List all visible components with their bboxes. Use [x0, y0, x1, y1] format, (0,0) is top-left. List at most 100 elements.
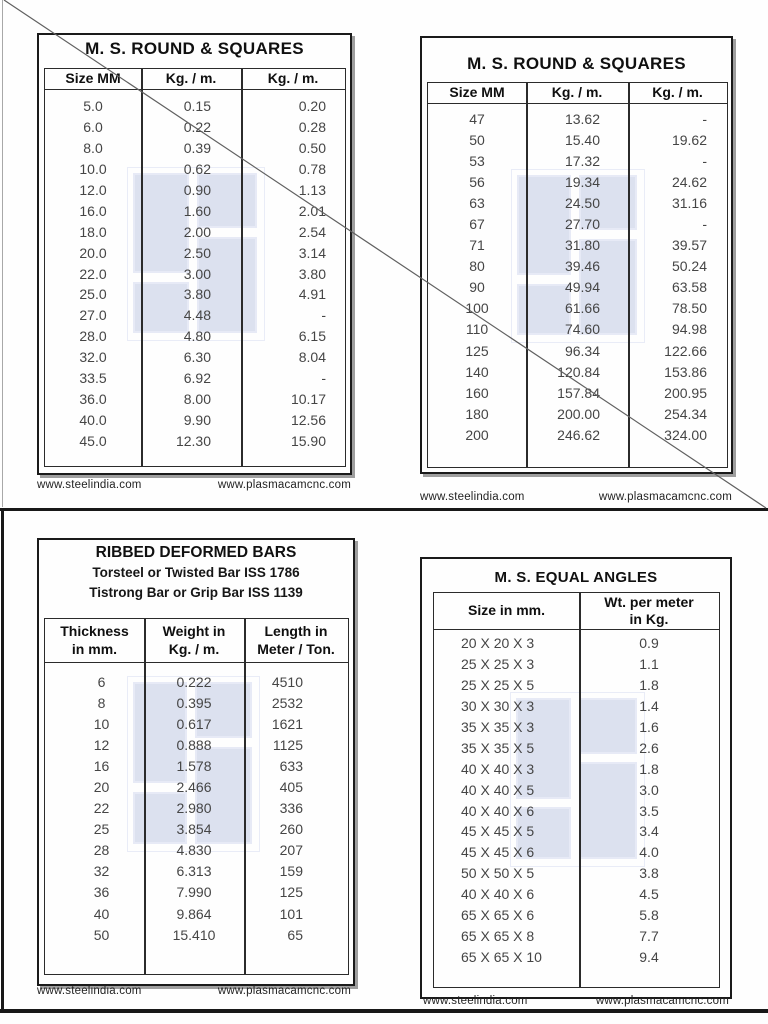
table-cell: 246.62: [557, 426, 600, 443]
column-divider: [628, 83, 630, 467]
steelindia-url: www.steelindia.com: [37, 479, 142, 491]
table-cell: 2.00: [183, 223, 211, 240]
column-header-length: Length in Meter / Ton.: [257, 623, 335, 657]
table-cell: 24.50: [564, 194, 600, 211]
table-cell: 32: [93, 863, 110, 880]
table-row: 25 3.854 260: [45, 819, 348, 840]
table-cell: 78.50: [671, 300, 707, 317]
table-body: 5.0 0.15 0.20 6.0 0.22 0.28 8.0 0.39 0.50 10.0 0.6…: [45, 96, 345, 451]
table-cell: -: [702, 110, 707, 127]
table-cell: 35 X 35 X 3: [461, 719, 535, 735]
table-cell: 0.22: [183, 119, 211, 136]
table-cell: 28: [93, 842, 110, 859]
table-cell: 4.0: [639, 844, 659, 861]
table-cell: 36: [93, 884, 110, 901]
table-row: 100 61.66 78.50: [428, 298, 727, 319]
table-cell: 45 X 45 X 6: [461, 844, 535, 861]
table-title: M. S. ROUND & SQUARES: [85, 39, 304, 58]
table-row: 56 19.34 24.62: [428, 171, 727, 192]
table-row: 45 X 45 X 6 4.0: [434, 842, 719, 863]
table-cell: 125: [465, 342, 489, 359]
table-cell: 1.8: [639, 760, 659, 777]
table-cell: 5.0: [83, 98, 103, 115]
steelindia-url: www.steelindia.com: [420, 491, 525, 503]
table-cell: 36.0: [79, 390, 107, 407]
table-cell: 1.1: [639, 656, 659, 673]
table-cell: 53: [469, 152, 485, 169]
panel-ms-round-squares-right: M. S. ROUND & SQUARES Size MM Kg. / m. K…: [420, 36, 733, 474]
footer-links: www.steelindia.com www.plasmacamcnc.com: [37, 985, 351, 997]
column-header-size: Size MM: [449, 84, 505, 101]
table-row: 160 157.84 200.95: [428, 382, 727, 403]
table-cell: 336: [279, 800, 303, 817]
column-header-kg-per-m-round: Kg. / m.: [165, 70, 217, 87]
table-row: 18.0 2.00 2.54: [45, 221, 345, 242]
table-cell: 16: [93, 757, 110, 774]
table-cell: 0.62: [183, 161, 211, 178]
column-header-kg-per-m-round: Kg. / m.: [551, 84, 603, 101]
table-row: 40.0 9.90 12.56: [45, 409, 345, 430]
table-cell: 3.80: [298, 265, 326, 282]
table-cell: 10.17: [290, 390, 326, 407]
table-row: 40 X 40 X 6 4.5: [434, 884, 719, 905]
table-cell: 65 X 65 X 6: [461, 907, 535, 924]
table-row: 110 74.60 94.98: [428, 319, 727, 340]
table-row: 65 X 65 X 10 9.4: [434, 946, 719, 967]
table-cell: 15.410: [172, 926, 216, 943]
table-cell: 71: [469, 237, 485, 254]
ribbed-bars-table: Thickness in mm. Weight in Kg. / m. Leng…: [44, 618, 349, 975]
column-header-weight: Weight in Kg. / m.: [162, 623, 226, 657]
table-body: 20 X 20 X 3 0.9 25 X 25 X 3 1.1 25 X 25 X 5 1…: [434, 633, 719, 967]
table-cell: 8.00: [183, 390, 211, 407]
table-cell: 3.00: [183, 265, 211, 282]
table-cell: 45 X 45 X 5: [461, 823, 535, 840]
table-cell: 4.80: [183, 328, 211, 345]
table-row: 25 X 25 X 5 1.8: [434, 675, 719, 696]
table-row: 45.0 12.30 15.90: [45, 430, 345, 451]
table-cell: 18.0: [79, 223, 107, 240]
table-cell: 4.5: [639, 886, 659, 903]
table-row: 36 7.990 125: [45, 882, 348, 903]
table-row: 8.0 0.39 0.50: [45, 138, 345, 159]
table-cell: 324.00: [664, 426, 707, 443]
footer-links: www.steelindia.com www.plasmacamcnc.com: [420, 491, 732, 503]
table-cell: 1.8: [639, 677, 659, 694]
table-cell: 6.92: [183, 370, 211, 387]
table-cell: 20.0: [79, 244, 107, 261]
table-row: 50 15.410 65: [45, 924, 348, 945]
table-cell: 1.6: [639, 719, 659, 735]
table-cell: 24.62: [671, 173, 707, 190]
table-cell: 40 X 40 X 3: [461, 760, 535, 777]
table-cell: 100: [465, 300, 489, 317]
plasmacamcnc-url: www.plasmacamcnc.com: [217, 985, 351, 997]
plasmacamcnc-url: www.plasmacamcnc.com: [595, 995, 729, 1007]
table-cell: 122.66: [664, 342, 707, 359]
table-row: 40 X 40 X 3 1.8: [434, 758, 719, 779]
watermark-block: [516, 698, 571, 799]
table-cell: 8: [97, 694, 106, 711]
table-row: 16.0 1.60 2.01: [45, 200, 345, 221]
table-cell: 20 X 20 X 3: [461, 635, 535, 652]
table-row: 27.0 4.48 -: [45, 305, 345, 326]
table-cell: 15.90: [290, 432, 326, 449]
table-cell: 80: [469, 258, 485, 275]
table-cell: 12.0: [79, 182, 107, 198]
table-row: 40 X 40 X 6 3.5: [434, 800, 719, 821]
table-cell: 0.15: [183, 98, 211, 115]
table-cell: 2.54: [298, 223, 326, 240]
table-cell: 3.0: [639, 781, 659, 798]
table-cell: 50.24: [671, 258, 707, 275]
table-cell: 2.466: [176, 779, 212, 796]
table-cell: 35 X 35 X 5: [461, 739, 535, 756]
column-header-size: Size MM: [65, 70, 121, 87]
panel-ms-round-squares-left: M. S. ROUND & SQUARES Size MM Kg. / m. K…: [37, 33, 352, 475]
table-cell: 96.34: [564, 342, 600, 359]
table-row: 28 4.830 207: [45, 840, 348, 861]
table-cell: 3.854: [176, 821, 212, 838]
table-cell: -: [321, 307, 326, 324]
table-row: 71 31.80 39.57: [428, 235, 727, 256]
table-row: 33.5 6.92 -: [45, 368, 345, 389]
table-cell: 25.0: [79, 286, 107, 303]
table-cell: 3.80: [183, 286, 211, 303]
table-cell: 6.0: [83, 119, 103, 136]
